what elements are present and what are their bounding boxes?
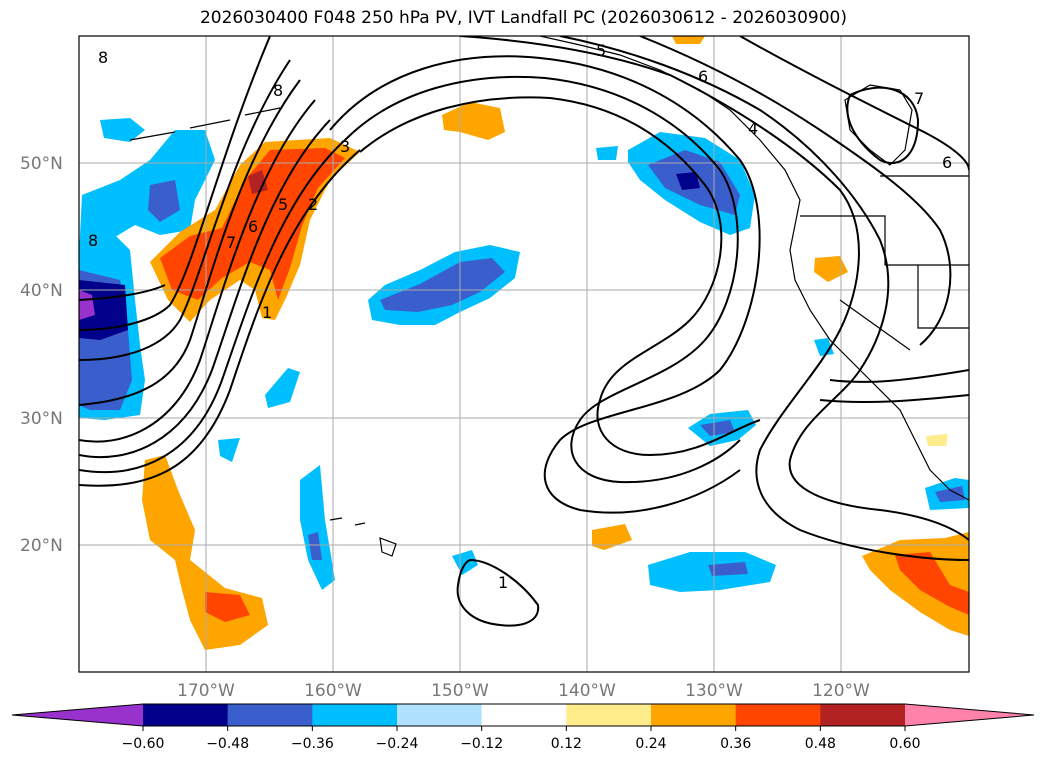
contour-label: 5 [596,41,606,60]
lat-label: 20°N [20,536,63,556]
colorbar-segment [227,704,313,726]
pv-fill-layer [79,36,969,650]
negative-anomaly-vertical [300,465,335,590]
lon-label: 140°W [558,681,616,701]
negative-anomaly-small-4 [596,146,618,160]
colorbar-segment [397,704,483,726]
colorbar-segment [566,704,652,726]
colorbar-tick-label: 0.36 [720,736,751,752]
negative-anomaly-california [814,338,834,356]
positive-anomaly-california [814,256,848,282]
lon-label: 150°W [431,681,489,701]
contour-label: 6 [942,153,952,172]
contour-1 [79,149,361,487]
negative-anomaly-northwest [79,130,215,255]
contour-label: 8 [273,81,283,100]
lon-label: 170°W [177,681,235,701]
lat-label: 30°N [20,409,63,429]
colorbar-segment [820,704,906,726]
negative-anomaly-west-deepest [79,290,95,320]
colorbar-tick-label: 0.24 [635,736,666,752]
colorbar-tick-label: 0.48 [805,736,836,752]
negative-anomaly-northwest-core [148,180,180,222]
negative-anomaly-northeast-deep [676,172,700,190]
aleutian-islands [129,107,281,141]
lon-label: 120°W [812,681,870,701]
positive-anomaly-top [672,36,705,44]
negative-anomaly-central-core [380,258,505,312]
hawaii-islands [329,517,397,557]
positive-anomaly-small-1 [592,524,632,550]
colorbar-segment [143,704,229,726]
colorbar-segment [481,704,567,726]
positive-anomaly-southeast-core [895,552,969,615]
longitude-labels: 170°W 160°W 150°W 140°W 130°W 120°W [177,681,870,701]
contour-label: 5 [278,195,288,214]
colorbar-tick-label: −0.12 [460,736,503,752]
coastlines [129,36,969,557]
colorbar-segment [735,704,821,726]
contour-label: 8 [88,231,98,250]
pv-contours [79,36,969,627]
map-title: 2026030400 F048 250 hPa PV, IVT Landfall… [199,8,847,28]
closed-contour-south [456,558,540,627]
contour-label: 7 [226,233,236,252]
lat-label: 50°N [20,154,63,174]
lat-label: 40°N [20,281,63,301]
contour-label: 3 [340,137,350,156]
north-america-coast [539,36,969,501]
latitude-labels: 50°N 40°N 30°N 20°N [20,154,63,556]
contour-label: 1 [262,303,272,322]
colorbar-extend-max [905,704,1034,726]
negative-anomaly-baja-core [935,486,965,502]
lon-label: 130°W [685,681,743,701]
positive-anomaly-central-north [442,102,505,140]
interior-border [800,175,969,351]
colorbar-tick-label: −0.60 [122,736,165,752]
negative-anomaly-east-mid-core [700,420,735,436]
positive-anomaly-southwest [142,455,268,650]
colorbar-segment [312,704,398,726]
contour-label: 6 [248,217,258,236]
colorbar-tick-label: −0.24 [376,736,419,752]
contour-label: 4 [748,119,758,138]
colorbar-tick-label: −0.48 [206,736,249,752]
contour-label: 6 [698,67,708,86]
negative-anomaly-nw-small [100,118,145,142]
colorbar-tick-label: 0.60 [889,736,920,752]
contour-labels: 8 8 5 6 4 3 2 1 6 5 7 6 7 1 8 [88,41,952,592]
positive-anomaly-southwest-core [205,592,250,622]
contour-label: 2 [308,195,318,214]
graticule [79,36,969,672]
negative-anomaly-southeast-core [708,562,748,576]
map-frame [78,35,970,673]
positive-anomaly-streak-max [248,170,268,194]
colorbar-tick-label: −0.36 [291,736,334,752]
colorbar-extend-min [12,704,143,726]
negative-anomaly-small-1 [265,368,300,408]
colorbar-segment [651,704,737,726]
contour-label: 7 [914,89,924,108]
colorbar-tick-label: 0.12 [551,736,582,752]
colorbar: −0.60 −0.48 −0.36 −0.24 −0.12 0.12 0.24 0.36 0.4… [11,703,1035,752]
positive-anomaly-small-2 [926,434,948,446]
contour-label: 1 [498,573,508,592]
lon-label: 160°W [304,681,362,701]
ridge-contour [329,55,761,514]
negative-anomaly-vertical-core [308,532,322,560]
negative-anomaly-small-2 [218,438,240,462]
contour-label: 8 [98,48,108,67]
